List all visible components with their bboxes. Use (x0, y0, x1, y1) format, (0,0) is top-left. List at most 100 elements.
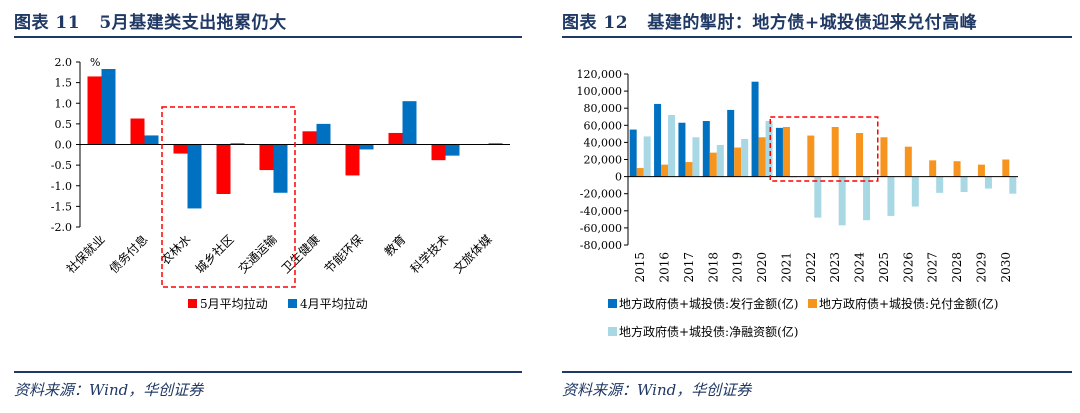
bar (388, 132, 403, 145)
bar (831, 127, 839, 177)
chart-title: 图表 12 基建的掣肘：地方债+城投债迎来兑付高峰 (562, 8, 977, 33)
y-axis-unit-label: % (90, 56, 100, 69)
bar (741, 138, 749, 177)
bar (716, 144, 724, 177)
x-tick-label: 2020 (755, 252, 769, 283)
legend-swatch (608, 299, 617, 308)
x-tick-label: 2026 (901, 252, 915, 283)
figure-label: 图表 11 (14, 13, 81, 33)
bar (685, 162, 693, 177)
bar (863, 176, 871, 221)
bar (984, 176, 992, 189)
x-tick-label: 2030 (999, 252, 1013, 283)
highlight-box (161, 106, 296, 288)
bar (629, 129, 637, 177)
y-tick-label: -40,000 (580, 205, 622, 218)
legend-swatch (188, 299, 197, 308)
footer-rule (562, 371, 1072, 373)
x-tick-label: 2017 (682, 252, 696, 283)
bar (302, 131, 317, 145)
bar (316, 123, 331, 145)
y-tick-label: 20,000 (584, 154, 623, 167)
bar (402, 101, 417, 145)
bar (130, 118, 145, 145)
chart-title: 图表 11 5月基建类支出拖累仍大 (14, 8, 287, 33)
bar (692, 137, 700, 177)
legend-label: 地方政府债+城投债:兑付金额(亿) (819, 296, 998, 311)
y-tick-label: -1.5 (51, 200, 72, 213)
chart-panel-1: 图表 11 5月基建类支出拖累仍大 2.0 1.5 1.0 0.5 0.0 -0.5 -1.… (0, 0, 530, 413)
bar (173, 144, 188, 154)
bar (911, 176, 919, 207)
x-tick-label: 教育 (381, 232, 409, 260)
figure-title-text: 5月基建类支出拖累仍大 (99, 13, 287, 33)
bar (216, 144, 231, 194)
bar (814, 176, 822, 218)
bar (230, 143, 245, 145)
x-tick-label: 2023 (828, 252, 842, 283)
y-tick-label: 1.5 (55, 77, 73, 90)
bar (431, 144, 446, 161)
bar (929, 160, 937, 177)
x-tick-label: 2016 (658, 252, 672, 283)
x-tick-label: 2028 (950, 252, 964, 283)
legend-swatch (808, 299, 817, 308)
bar (273, 144, 288, 193)
bar-chart-svg: 120,000 100,000 80,000 60,000 40,000 20,000 0 -… (577, 68, 1018, 339)
x-tick-label: 2018 (706, 252, 720, 283)
title-rule (14, 36, 522, 38)
bar (856, 132, 864, 177)
y-tick-label: 80,000 (584, 102, 623, 115)
bar (488, 143, 503, 145)
y-tick-label: 100,000 (577, 85, 623, 98)
x-tick-label: 2021 (779, 252, 793, 283)
x-tick-label: 节能环保 (322, 232, 366, 276)
bar (936, 176, 944, 193)
title-rule (562, 36, 1072, 38)
y-tick-label: 1.0 (55, 97, 73, 110)
bar (782, 127, 790, 177)
legend-label: 地方政府债+城投债:净融资额(亿) (619, 324, 798, 339)
x-tick-label: 卫生健康 (278, 232, 323, 277)
bar (734, 147, 742, 177)
y-tick-label: -60,000 (580, 222, 622, 235)
y-tick-label: 0 (615, 171, 622, 184)
y-tick-label: -20,000 (580, 188, 622, 201)
bar (1009, 176, 1017, 194)
y-tick-label: 0.5 (55, 118, 73, 131)
bar (445, 144, 460, 156)
source-note: 资料来源：Wind，华创证券 (14, 381, 204, 399)
bar (709, 152, 717, 177)
bar (144, 135, 159, 145)
legend-swatch (608, 327, 617, 336)
highlight-box (769, 116, 879, 182)
y-tick-label: -2.0 (51, 221, 72, 234)
bar (101, 69, 116, 145)
y-tick-label: 60,000 (584, 119, 623, 132)
bar (87, 76, 102, 145)
x-tick-label: 2024 (853, 252, 867, 283)
bar (727, 109, 735, 177)
y-tick-label: 120,000 (577, 68, 623, 81)
bar (1002, 159, 1010, 177)
bar (259, 144, 274, 171)
bar (643, 136, 651, 177)
y-tick-label: -1.0 (51, 180, 72, 193)
footer-rule (14, 371, 522, 373)
x-tick-label: 文旅体媒 (450, 232, 495, 277)
x-tick-label: 2022 (804, 252, 818, 283)
bar (654, 103, 662, 177)
bar (702, 121, 710, 177)
legend-swatch (288, 299, 297, 308)
y-tick-label: 2.0 (55, 56, 73, 69)
bar (807, 135, 815, 177)
chart-panel-2: 图表 12 基建的掣肘：地方债+城投债迎来兑付高峰 120,000 100,000… (548, 0, 1080, 413)
bar (187, 144, 202, 209)
bar (775, 127, 783, 177)
legend-label: 4月平均拉动 (300, 296, 368, 311)
bar (345, 144, 360, 176)
x-tick-label: 社保就业 (63, 232, 108, 277)
x-tick-label: 城乡社区 (192, 232, 237, 277)
bar (977, 164, 985, 177)
bar (678, 122, 686, 177)
